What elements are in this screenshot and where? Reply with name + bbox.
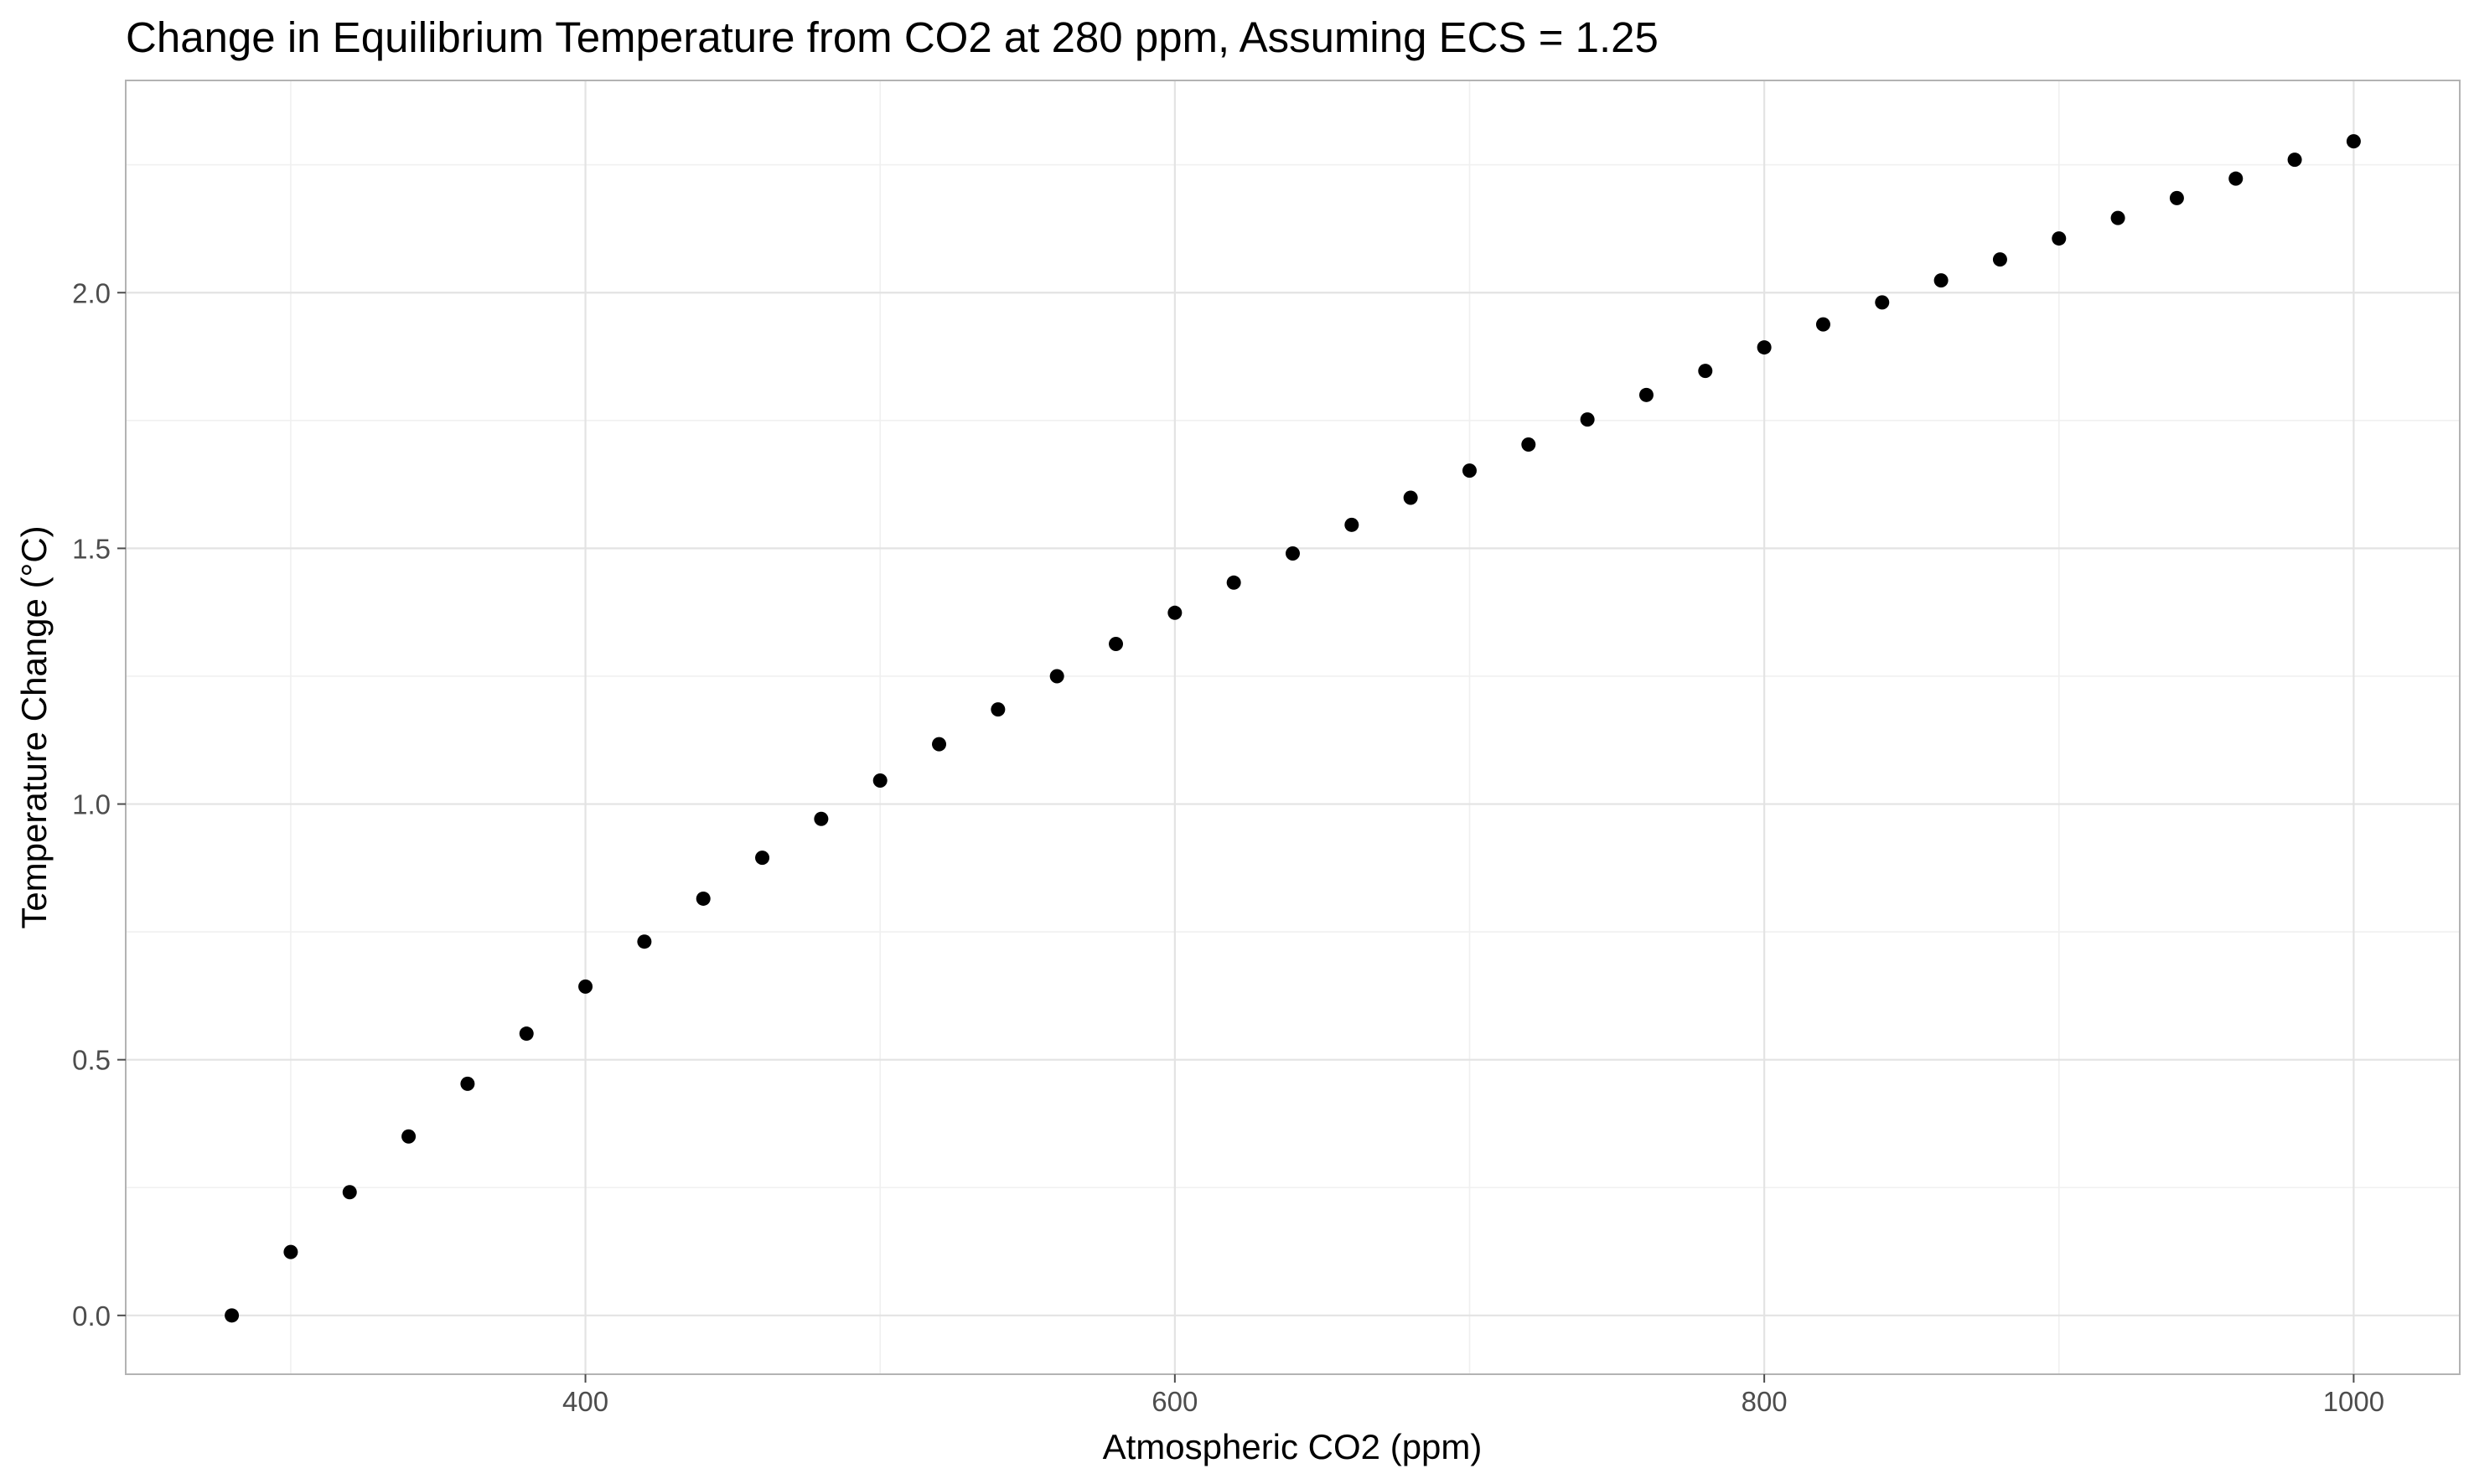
y-tick-label: 0.5 [72, 1045, 111, 1076]
data-point [696, 891, 711, 906]
data-point [401, 1129, 417, 1144]
data-point [2287, 153, 2302, 168]
data-point [814, 811, 829, 826]
data-point [225, 1308, 240, 1323]
data-point [460, 1076, 475, 1091]
data-point [283, 1244, 298, 1259]
data-point [1757, 340, 1772, 355]
data-point [2110, 210, 2125, 225]
data-point [1167, 605, 1183, 620]
plot-area: 400 600 800 1000 0.0 0.5 1.0 1.5 2.0 [72, 80, 2461, 1417]
data-point [578, 979, 593, 994]
data-point [1638, 387, 1654, 402]
data-point [342, 1185, 357, 1200]
y-axis-title: Temperature Change (°C) [14, 525, 54, 928]
data-point [1521, 437, 1536, 452]
y-tick-label: 1.5 [72, 533, 111, 564]
data-point [1286, 546, 1300, 561]
data-point [2228, 171, 2244, 186]
x-axis-title: Atmospheric CO2 (ppm) [1103, 1427, 1483, 1466]
data-point [1226, 575, 1241, 590]
data-point [1815, 317, 1830, 332]
x-tick-label: 800 [1742, 1386, 1788, 1417]
data-point [1109, 637, 1124, 652]
data-point [2052, 231, 2067, 246]
data-point [1462, 463, 1477, 478]
y-tick-label: 2.0 [72, 277, 111, 308]
data-point [637, 934, 652, 949]
data-point [1049, 669, 1064, 684]
x-tick-label: 600 [1152, 1386, 1198, 1417]
data-point [755, 851, 770, 866]
x-tick-label: 400 [562, 1386, 608, 1417]
data-point [1875, 295, 1890, 310]
data-point [2346, 134, 2361, 149]
data-point [519, 1026, 534, 1042]
data-point [932, 737, 947, 752]
panel-border [125, 80, 2461, 1375]
data-point [991, 702, 1006, 717]
data-point [1698, 364, 1713, 379]
x-tick-label: 1000 [2323, 1386, 2384, 1417]
data-point [1580, 412, 1595, 427]
y-tick-label: 0.0 [72, 1300, 111, 1331]
data-point [1992, 252, 2007, 267]
data-point [872, 773, 888, 788]
data-point [1344, 517, 1359, 532]
data-point [1403, 490, 1418, 505]
data-point [1933, 273, 1949, 288]
data-point [2169, 190, 2184, 205]
y-tick-label: 1.0 [72, 789, 111, 820]
chart-title: Change in Equilibrium Temperature from C… [126, 13, 1659, 61]
